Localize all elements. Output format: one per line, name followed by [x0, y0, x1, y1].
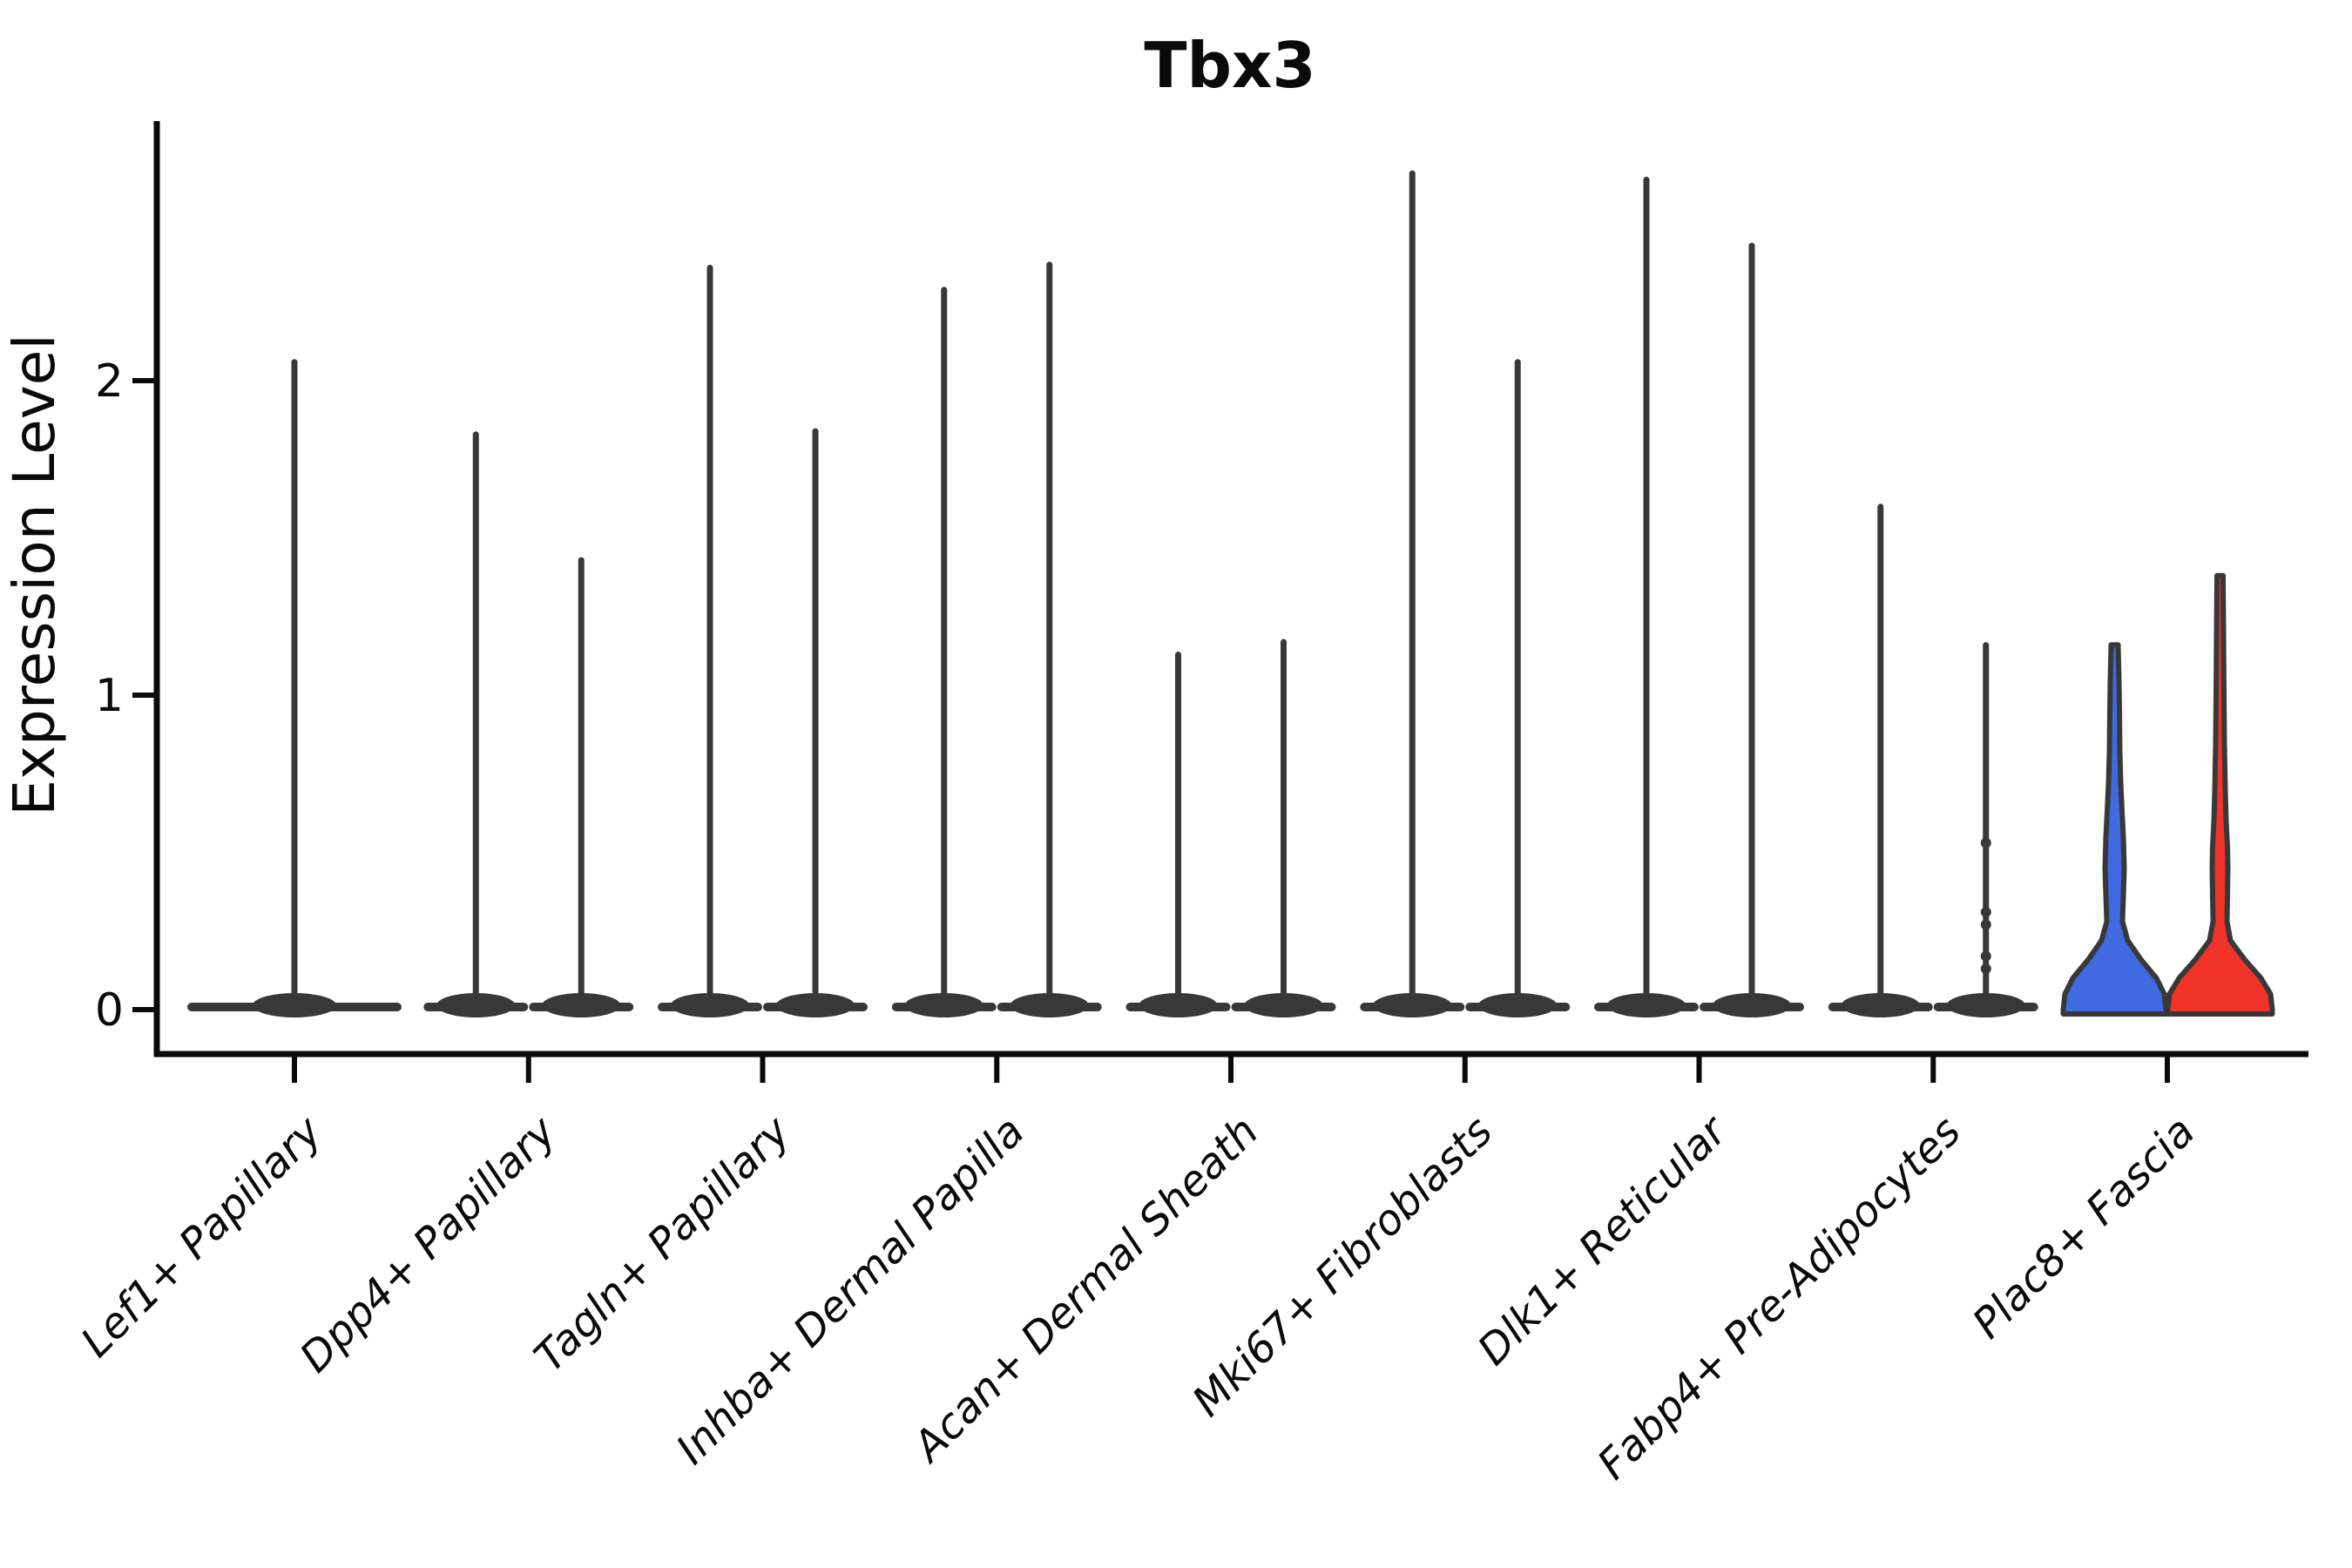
- expression-dot: [1980, 950, 1991, 962]
- x-category-label: Dlk1+ Reticular: [1469, 1105, 1739, 1375]
- expression-dot: [1980, 919, 1991, 930]
- violin-3-right: [997, 261, 1102, 1017]
- violin-4-left: [1125, 651, 1231, 1017]
- y-tick-label: 0: [95, 984, 124, 1037]
- violin-7-left: [1828, 504, 1933, 1017]
- violin-8-left: [2060, 642, 2169, 1017]
- violin-2-left: [658, 264, 762, 1017]
- y-tick-label: 1: [95, 670, 124, 722]
- violin-2-right: [763, 428, 868, 1017]
- violin-5-right: [1465, 359, 1571, 1017]
- violin-4-right: [1231, 639, 1336, 1017]
- plot-title: Tbx3: [1144, 29, 1315, 102]
- violin-3-left: [891, 287, 997, 1017]
- y-tick-label: 2: [95, 355, 124, 408]
- expression-dot: [1980, 963, 1991, 975]
- x-category-label: Plac8+ Fascia: [1963, 1107, 2205, 1348]
- y-axis-label: Expression Level: [1, 334, 68, 815]
- violin-7-right: [1933, 642, 2038, 1017]
- violin-8-right: [2165, 572, 2275, 1017]
- x-category-label: Tagln+ Papillary: [525, 1106, 801, 1382]
- violin-6-right: [1700, 242, 1804, 1017]
- x-category-label: Lef1+ Papillary: [71, 1106, 332, 1367]
- violin-6-left: [1594, 176, 1699, 1017]
- expression-dot: [1980, 907, 1991, 918]
- violin-5-left: [1360, 170, 1465, 1017]
- violin-1-left: [423, 431, 529, 1017]
- violin-1-right: [529, 557, 634, 1017]
- x-category-label: Dpp4+ Papillary: [291, 1106, 566, 1382]
- violin-0-center: [187, 359, 402, 1017]
- expression-dot: [1980, 837, 1991, 848]
